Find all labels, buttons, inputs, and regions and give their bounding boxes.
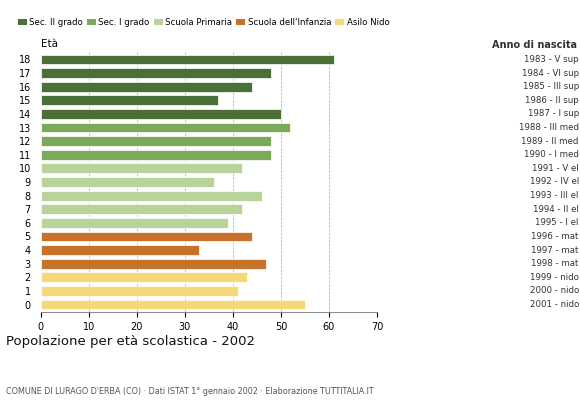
- Text: 1997 - mat: 1997 - mat: [531, 246, 579, 254]
- Text: COMUNE DI LURAGO D'ERBA (CO) · Dati ISTAT 1° gennaio 2002 · Elaborazione TUTTITA: COMUNE DI LURAGO D'ERBA (CO) · Dati ISTA…: [6, 387, 374, 396]
- Text: 1996 - mat: 1996 - mat: [531, 232, 579, 241]
- Text: 1992 - IV el: 1992 - IV el: [530, 178, 579, 186]
- Text: 1989 - II med: 1989 - II med: [521, 137, 579, 146]
- Text: 1985 - III sup: 1985 - III sup: [523, 82, 579, 91]
- Bar: [41, 109, 281, 119]
- Text: 1999 - nido: 1999 - nido: [530, 273, 579, 282]
- Legend: Sec. II grado, Sec. I grado, Scuola Primaria, Scuola dell'Infanzia, Asilo Nido: Sec. II grado, Sec. I grado, Scuola Prim…: [18, 18, 389, 27]
- Text: 1990 - I med: 1990 - I med: [524, 150, 579, 159]
- Bar: [41, 136, 271, 146]
- Text: 1983 - V sup: 1983 - V sup: [524, 55, 579, 64]
- Bar: [41, 191, 262, 200]
- Text: 1991 - V el: 1991 - V el: [532, 164, 579, 173]
- Text: 1998 - mat: 1998 - mat: [531, 259, 579, 268]
- Bar: [41, 68, 271, 78]
- Text: 1988 - III med: 1988 - III med: [519, 123, 579, 132]
- Bar: [41, 54, 333, 64]
- Text: 1987 - I sup: 1987 - I sup: [528, 110, 579, 118]
- Text: 1995 - I el: 1995 - I el: [535, 218, 579, 227]
- Bar: [41, 82, 252, 92]
- Bar: [41, 259, 266, 268]
- Bar: [41, 300, 305, 310]
- Bar: [41, 150, 271, 160]
- Bar: [41, 123, 291, 132]
- Bar: [41, 96, 219, 105]
- Text: 1986 - II sup: 1986 - II sup: [525, 96, 579, 105]
- Bar: [41, 272, 247, 282]
- Bar: [41, 245, 199, 255]
- Text: 1994 - II el: 1994 - II el: [533, 205, 579, 214]
- Bar: [41, 286, 238, 296]
- Text: 1993 - III el: 1993 - III el: [531, 191, 579, 200]
- Text: Popolazione per età scolastica - 2002: Popolazione per età scolastica - 2002: [6, 335, 255, 348]
- Bar: [41, 232, 252, 241]
- Bar: [41, 204, 242, 214]
- Bar: [41, 218, 228, 228]
- Text: 2000 - nido: 2000 - nido: [530, 286, 579, 296]
- Text: Età: Età: [41, 39, 57, 49]
- Bar: [41, 177, 213, 187]
- Bar: [41, 164, 242, 173]
- Text: 2001 - nido: 2001 - nido: [530, 300, 579, 309]
- Text: Anno di nascita: Anno di nascita: [492, 40, 577, 50]
- Text: 1984 - VI sup: 1984 - VI sup: [522, 68, 579, 78]
